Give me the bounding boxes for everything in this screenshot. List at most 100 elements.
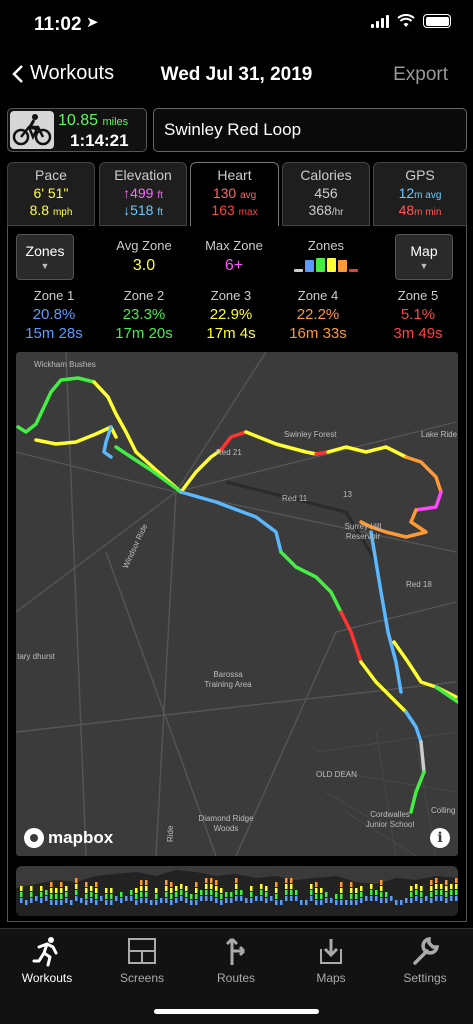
chart-bar — [140, 886, 143, 891]
chart-bar — [395, 900, 398, 905]
chart-bar — [250, 898, 253, 903]
map-label: Red 11 — [282, 494, 308, 503]
chart-bar — [20, 898, 23, 903]
chart-bar — [160, 898, 163, 903]
chart-bar — [430, 892, 433, 897]
chart-bar — [220, 900, 223, 905]
chart-bar — [135, 894, 138, 899]
tabbar-routes-label: Routes — [216, 971, 256, 985]
zones-button[interactable]: Zones ▼ — [16, 234, 74, 280]
chart-bar — [380, 886, 383, 891]
chart-bar — [55, 888, 58, 893]
chart-bar — [410, 898, 413, 903]
map-label: Barossa Training Area — [204, 670, 252, 689]
zone-5: Zone 5 5.1% 3m 49s — [393, 288, 443, 342]
chart-bar — [165, 892, 168, 897]
tabbar-screens[interactable]: Screens — [95, 935, 189, 985]
back-button[interactable]: Workouts — [12, 62, 114, 85]
tabbar-workouts[interactable]: Workouts — [0, 935, 94, 985]
map-button[interactable]: Map ▼ — [395, 234, 453, 280]
metric-tabs: Pace 6' 51" 8.8 mph Elevation ↑499 ft ↓5… — [7, 162, 467, 226]
chart-bar — [50, 882, 53, 887]
chart-bar — [135, 900, 138, 905]
chart-bar — [400, 900, 403, 905]
chart-bar — [290, 884, 293, 889]
chart-bar — [65, 886, 68, 891]
chart-bar — [215, 898, 218, 903]
tabbar-routes[interactable]: Routes — [189, 935, 283, 985]
chart-bar — [380, 880, 383, 885]
chart-bar — [375, 896, 378, 901]
chart-bar — [290, 896, 293, 901]
map-label: OLD DEAN — [316, 770, 357, 779]
maps-icon — [320, 939, 342, 964]
chart-bar — [35, 896, 38, 901]
workout-header: 10.85 miles 1:14:21 Swinley Red Loop — [7, 108, 467, 152]
chart-bar — [40, 898, 43, 903]
chart-bar — [170, 900, 173, 905]
tab-calories[interactable]: Calories 456 368/hr — [282, 162, 370, 226]
chart-bar — [265, 886, 268, 891]
chart-bar — [250, 892, 253, 897]
chart-bar — [360, 898, 363, 903]
chart-bar — [350, 900, 353, 905]
distance-unit: miles — [102, 116, 129, 128]
chart-bar — [295, 890, 298, 895]
chart-bar — [340, 882, 343, 887]
chart-bar — [420, 886, 423, 891]
chart-bar — [165, 880, 168, 885]
chart-bar — [385, 892, 388, 897]
chart-bar — [335, 900, 338, 905]
chart-bar — [60, 888, 63, 893]
tab-gps[interactable]: GPS 12m avg 48m min — [373, 162, 467, 226]
chart-bar — [275, 894, 278, 899]
tabbar-settings[interactable]: Settings — [378, 935, 472, 985]
chart-bar — [190, 900, 193, 905]
chart-bar — [105, 900, 108, 905]
heart-max: 163 max — [211, 202, 258, 218]
export-button[interactable]: Export — [393, 64, 448, 85]
distance-value: 10.85 — [58, 112, 99, 129]
tabbar-maps[interactable]: Maps — [284, 935, 378, 985]
distance: 10.85 miles — [58, 112, 128, 130]
chart-bar — [60, 882, 63, 887]
chart-bar — [275, 900, 278, 905]
chart-bar — [430, 880, 433, 885]
workout-name-field[interactable]: Swinley Red Loop — [153, 108, 467, 152]
elevation-heart-chart[interactable] — [16, 866, 458, 916]
chart-bar — [315, 900, 318, 905]
mapbox-attribution[interactable]: mapbox — [24, 828, 113, 848]
tab-elevation[interactable]: Elevation ↑499 ft ↓518 ft — [99, 162, 187, 226]
route-map[interactable]: Wickham Bushes Swinley Forest Lake Ride … — [16, 352, 458, 856]
chart-bar — [455, 884, 458, 889]
chart-bar — [180, 884, 183, 889]
chart-bar — [155, 894, 158, 899]
chart-bar — [265, 892, 268, 897]
chart-bar — [310, 890, 313, 895]
chart-bar — [175, 886, 178, 891]
chart-bar — [340, 900, 343, 905]
chart-bar — [320, 894, 323, 899]
chart-bar — [315, 882, 318, 887]
chart-bar — [310, 896, 313, 901]
dropdown-caret-icon: ▼ — [40, 261, 50, 271]
info-icon[interactable]: i — [430, 828, 450, 848]
chart-bar — [95, 888, 98, 893]
zone-2: Zone 2 23.3% 17m 20s — [115, 288, 173, 342]
chart-bar — [55, 900, 58, 905]
tab-heart[interactable]: Heart 130 avg 163 max — [190, 162, 279, 226]
calories-total: 456 — [314, 185, 338, 201]
chart-bar — [390, 896, 393, 901]
zone-3: Zone 3 22.9% 17m 4s — [206, 288, 256, 342]
chart-bar — [330, 898, 333, 903]
chart-bar — [260, 884, 263, 889]
chart-bar — [135, 888, 138, 893]
chart-bar — [360, 892, 363, 897]
chart-bar — [55, 894, 58, 899]
battery-icon — [423, 14, 451, 28]
cellular-signal-icon — [371, 14, 389, 28]
tab-pace[interactable]: Pace 6' 51" 8.8 mph — [7, 162, 95, 226]
chart-bar — [235, 878, 238, 883]
chart-bar — [75, 890, 78, 895]
avg-zone: Avg Zone 3.0 — [104, 238, 184, 275]
